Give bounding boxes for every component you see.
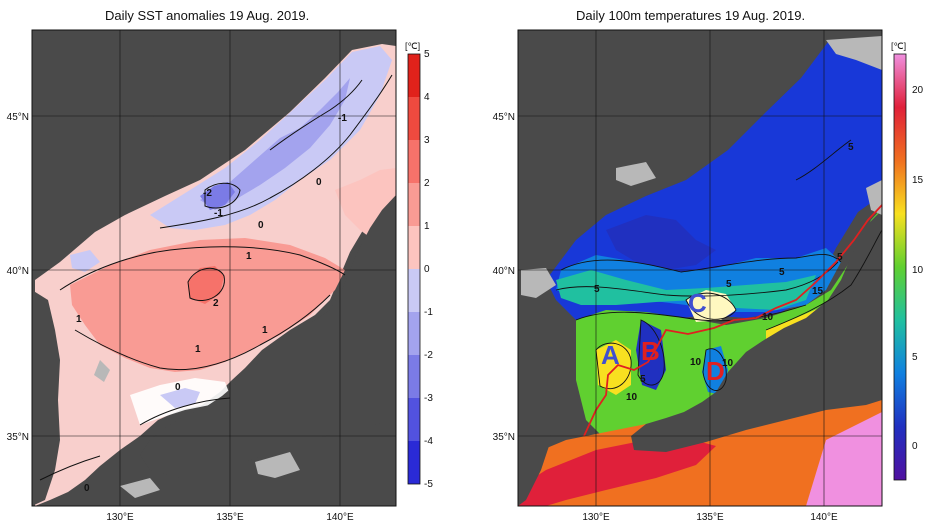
region-label-c: C bbox=[688, 288, 707, 318]
lon-label: 135°E bbox=[696, 512, 724, 523]
contour-label: 15 bbox=[812, 286, 824, 297]
colorbar-tick-label: 5 bbox=[424, 49, 430, 60]
map-grid bbox=[32, 30, 396, 506]
lat-label: 40°N bbox=[493, 266, 515, 277]
lon-label: 140°E bbox=[810, 512, 838, 523]
map-grid bbox=[518, 30, 882, 506]
colorbar-tick-label: 1 bbox=[424, 221, 430, 232]
colorbar-band bbox=[408, 226, 420, 269]
colorbar-tick-label: 2 bbox=[424, 178, 430, 189]
colorbar-tick-label: 20 bbox=[912, 85, 924, 96]
left-map-title: Daily SST anomalies 19 Aug. 2019. bbox=[105, 8, 310, 23]
contour-label: 10 bbox=[690, 357, 702, 368]
contour-label: 10 bbox=[762, 312, 774, 323]
colorbar-tick-label: -4 bbox=[424, 436, 433, 447]
right-map-panel: Daily 100m temperatures 19 Aug. 2019. bbox=[466, 0, 933, 526]
colorbar-unit: [℃] bbox=[891, 41, 906, 51]
contour-label: 5 bbox=[779, 267, 785, 278]
colorbar-band bbox=[408, 355, 420, 398]
temp-100m-map: 5 5 5 5 15 10 10 5 10 10 5 A B C D 45°N … bbox=[493, 29, 924, 523]
lat-label: 40°N bbox=[7, 266, 29, 277]
contour-label: -1 bbox=[214, 208, 223, 219]
region-label-a: A bbox=[601, 340, 620, 370]
contour-label: 0 bbox=[175, 382, 181, 393]
sst-anomaly-map: -1 -2 -1 0 0 1 1 2 1 1 0 0 45°N 40°N 35°… bbox=[7, 29, 433, 523]
temp-colorbar-ticks: 20 15 10 5 0 bbox=[912, 85, 924, 452]
colorbar-band bbox=[408, 54, 420, 97]
colorbar-tick-label: 10 bbox=[912, 265, 924, 276]
left-map-panel: Daily SST anomalies 19 Aug. 2019. bbox=[0, 0, 466, 526]
colorbar-tick-label: -5 bbox=[424, 479, 433, 490]
region-label-b: B bbox=[641, 336, 660, 366]
contour-label: 0 bbox=[316, 177, 322, 188]
colorbar-frame bbox=[407, 53, 421, 485]
colorbar-tick-label: 0 bbox=[424, 264, 430, 275]
colorbar-tick-label: 5 bbox=[912, 352, 918, 363]
contour-label: 5 bbox=[848, 142, 854, 153]
korea-land bbox=[518, 290, 551, 506]
contour-label: 5 bbox=[594, 284, 600, 295]
colorbar-band bbox=[408, 140, 420, 183]
contour-label: -2 bbox=[203, 188, 212, 199]
region-label-d: D bbox=[706, 356, 725, 386]
japan-land bbox=[140, 195, 396, 478]
contour-label: 10 bbox=[626, 392, 638, 403]
contour-label: 0 bbox=[84, 483, 90, 494]
lat-label: 35°N bbox=[7, 432, 29, 443]
colorbar-band bbox=[408, 312, 420, 355]
colorbar-tick-label: 0 bbox=[912, 441, 918, 452]
colorbar-band bbox=[408, 97, 420, 140]
colorbar-tick-label: 15 bbox=[912, 175, 924, 186]
contour-label: 5 bbox=[837, 252, 843, 263]
contour-label: 1 bbox=[246, 251, 252, 262]
colorbar-tick-label: 4 bbox=[424, 92, 430, 103]
colorbar-band bbox=[408, 398, 420, 441]
lon-label: 130°E bbox=[106, 512, 134, 523]
colorbar-tick-label: -3 bbox=[424, 393, 433, 404]
colorbar-unit: [℃] bbox=[405, 41, 420, 51]
sst-anomaly-colorbar: 5 4 3 2 1 0 -1 -2 -3 -4 -5 bbox=[407, 49, 433, 490]
temp-colorbar bbox=[893, 53, 907, 481]
contour-label: 5 bbox=[640, 374, 646, 385]
right-map-title: Daily 100m temperatures 19 Aug. 2019. bbox=[576, 8, 806, 23]
colorbar-band bbox=[408, 183, 420, 226]
colorbar-tick-label: -2 bbox=[424, 350, 433, 361]
korea-land bbox=[32, 290, 60, 506]
lon-label: 140°E bbox=[326, 512, 354, 523]
colorbar-tick-label: -1 bbox=[424, 307, 433, 318]
colorbar-band bbox=[408, 269, 420, 312]
contour-label: 0 bbox=[258, 220, 264, 231]
contour-label: 5 bbox=[726, 279, 732, 290]
contour-label: 1 bbox=[76, 314, 82, 325]
contour-label: 1 bbox=[195, 344, 201, 355]
contour-label: 2 bbox=[213, 298, 219, 309]
region-boundary-line bbox=[583, 204, 882, 437]
colorbar-tick-label: 3 bbox=[424, 135, 430, 146]
contour-label: 1 bbox=[262, 325, 268, 336]
lat-label: 45°N bbox=[7, 112, 29, 123]
lon-label: 130°E bbox=[582, 512, 610, 523]
lat-label: 35°N bbox=[493, 432, 515, 443]
lat-label: 45°N bbox=[493, 112, 515, 123]
contour-label: -1 bbox=[338, 113, 347, 124]
lon-label: 135°E bbox=[216, 512, 244, 523]
japan-land bbox=[631, 210, 882, 452]
contour-label: 10 bbox=[722, 358, 734, 369]
colorbar-band bbox=[408, 441, 420, 484]
